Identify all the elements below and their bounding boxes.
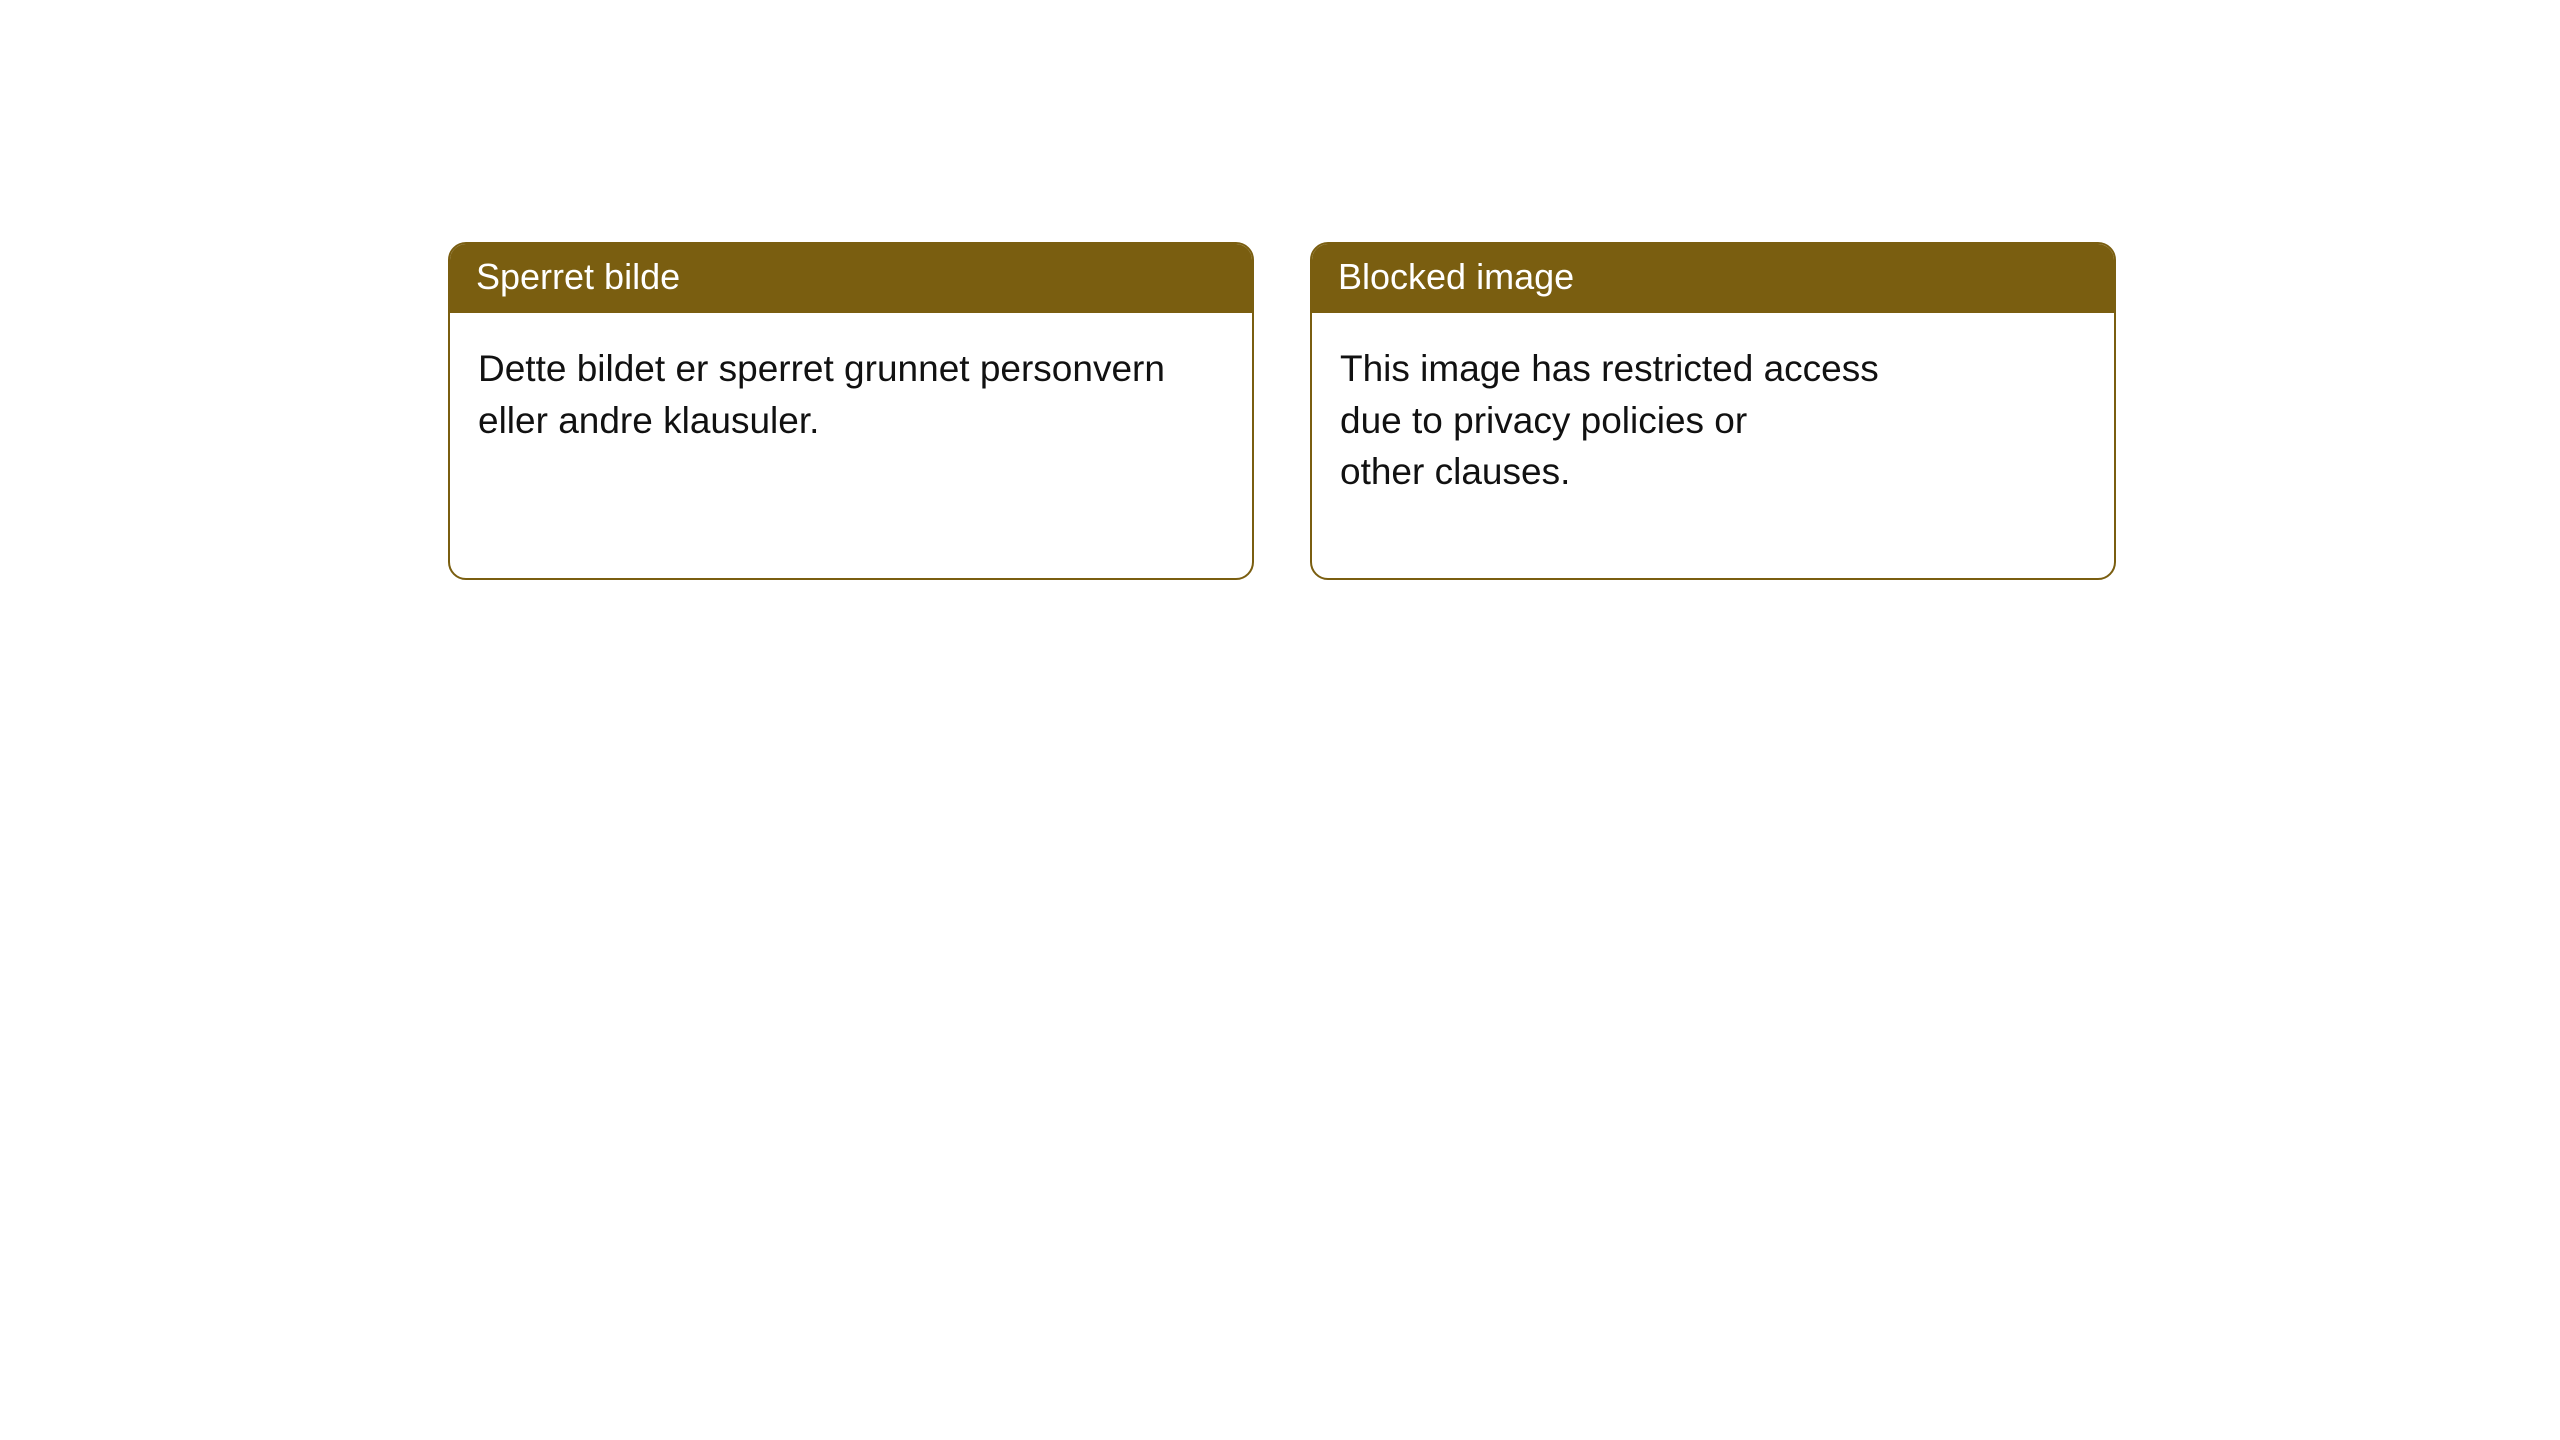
notice-body-no: Dette bildet er sperret grunnet personve… <box>450 313 1252 527</box>
notice-body-en: This image has restricted access due to … <box>1312 313 1952 578</box>
notice-title-no: Sperret bilde <box>450 244 1252 313</box>
notice-container: Sperret bilde Dette bildet er sperret gr… <box>0 0 2560 580</box>
notice-card-en: Blocked image This image has restricted … <box>1310 242 2116 580</box>
notice-card-no: Sperret bilde Dette bildet er sperret gr… <box>448 242 1254 580</box>
notice-title-en: Blocked image <box>1312 244 2114 313</box>
